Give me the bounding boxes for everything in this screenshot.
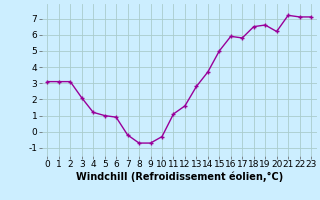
X-axis label: Windchill (Refroidissement éolien,°C): Windchill (Refroidissement éolien,°C) [76, 172, 283, 182]
